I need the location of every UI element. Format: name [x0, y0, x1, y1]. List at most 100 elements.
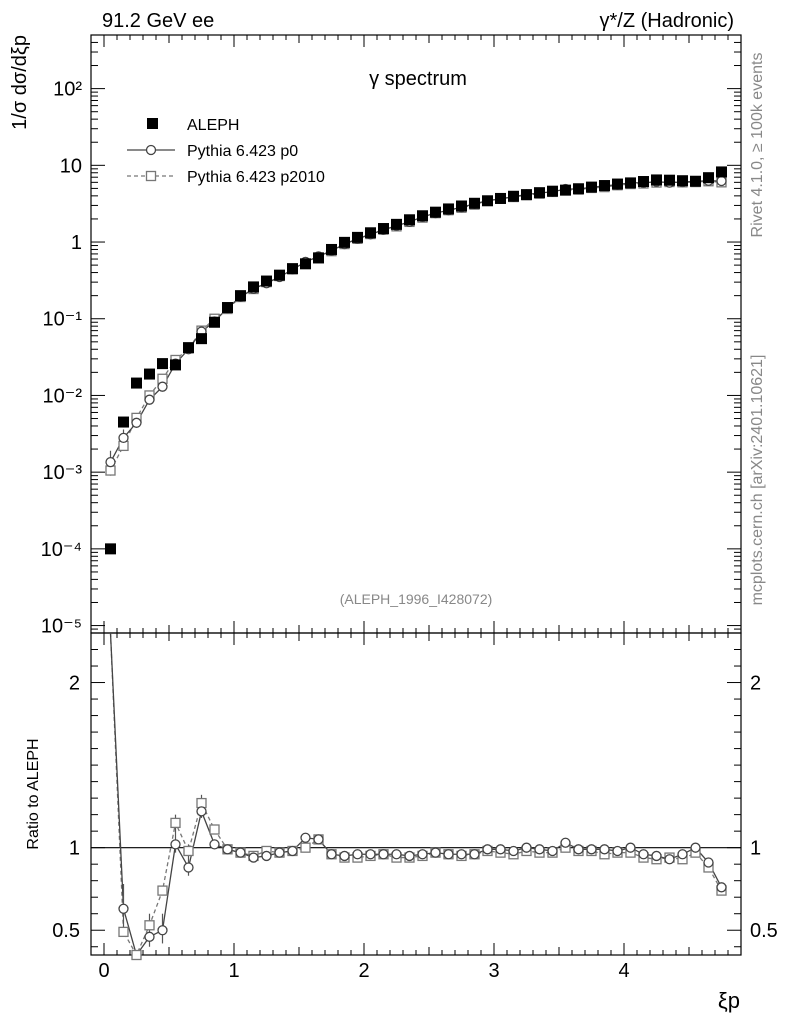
point-aleph [209, 316, 220, 328]
point-aleph [417, 210, 428, 222]
ratio-point-p0 [326, 849, 337, 860]
ratio-y-tick-label-right: 2 [750, 673, 761, 695]
ratio-point-p0 [391, 849, 402, 860]
ratio-plot-marks [91, 632, 741, 961]
ratio-y-axis-label: Ratio to ALEPH [25, 738, 42, 849]
ratio-point-p0 [144, 931, 155, 942]
ratio-line-p2010 [109, 632, 723, 957]
ratio-point-p0 [612, 845, 623, 857]
ratio-point-p0 [378, 849, 389, 860]
ratio-point-p2010 [118, 926, 129, 938]
point-aleph [391, 218, 402, 230]
ratio-point-p0 [573, 844, 584, 855]
ratio-line-p0 [109, 632, 723, 957]
point-p0 [716, 175, 727, 187]
mcplots-credit-label: mcplots.cern.ch [arXiv:2401.10621] [749, 355, 766, 606]
point-aleph [170, 359, 181, 371]
point-aleph [573, 183, 584, 195]
point-aleph [131, 377, 142, 389]
x-tick-label: 1 [228, 960, 239, 982]
point-aleph [183, 342, 194, 354]
x-axis-label: ξp [718, 988, 740, 1013]
point-aleph [469, 197, 480, 209]
ratio-point-p2010 [157, 885, 168, 896]
legend-label-aleph: ALEPH [187, 117, 239, 134]
point-p0 [157, 381, 168, 392]
ratio-point-p0 [274, 847, 285, 858]
point-aleph [664, 174, 675, 186]
point-aleph [248, 281, 259, 293]
point-aleph [274, 269, 285, 281]
process-label: γ*/Z (Hadronic) [600, 10, 734, 32]
point-aleph [638, 176, 649, 188]
ratio-point-p0 [430, 847, 441, 858]
point-aleph [651, 174, 662, 186]
point-aleph [612, 178, 623, 190]
point-aleph [560, 184, 571, 196]
x-tick-label: 3 [488, 960, 499, 982]
ratio-point-p0 [625, 842, 636, 853]
point-aleph [196, 333, 207, 345]
ratio-point-p2010 [170, 817, 181, 829]
ratio-point-p0 [482, 844, 493, 855]
ratio-point-p0 [118, 903, 129, 914]
point-aleph [703, 172, 714, 184]
ratio-point-p0 [716, 882, 727, 893]
y-tick-label: 10⁻³ [43, 462, 83, 484]
point-aleph [482, 195, 493, 207]
ratio-point-p0 [534, 844, 545, 855]
point-aleph [352, 231, 363, 243]
point-aleph [313, 252, 324, 264]
x-tick-label: 2 [358, 960, 369, 982]
ratio-point-p2010 [209, 824, 220, 835]
y-tick-label: 10⁻² [43, 385, 83, 407]
point-p0 [118, 432, 129, 444]
point-aleph [222, 302, 233, 314]
ratio-point-p0 [417, 849, 428, 860]
main-y-axis-label: 1/σ dσ/dξp [9, 35, 31, 130]
ratio-point-p0 [287, 845, 298, 857]
point-aleph [261, 275, 272, 287]
ratio-point-p0 [365, 849, 376, 860]
point-aleph [339, 236, 350, 248]
energy-label: 91.2 GeV ee [102, 10, 214, 32]
ratio-point-p0 [560, 837, 571, 848]
point-aleph [443, 203, 454, 215]
ratio-point-p0 [300, 832, 311, 843]
analysis-reference: (ALEPH_1996_I428072) [340, 591, 493, 607]
point-aleph [326, 243, 337, 255]
point-aleph [404, 214, 415, 226]
point-aleph [378, 223, 389, 235]
ratio-point-p0 [209, 839, 220, 850]
y-tick-label: 10⁻⁵ [41, 616, 82, 638]
ratio-point-p0 [196, 806, 207, 817]
point-aleph [677, 175, 688, 187]
point-aleph [521, 189, 532, 201]
ratio-point-p0 [651, 850, 662, 862]
ratio-y-tick-label: 1 [69, 838, 80, 860]
series-line-p0 [109, 180, 722, 463]
y-tick-label: 10² [53, 79, 82, 101]
ratio-point-p0 [456, 849, 467, 860]
y-tick-label: 10⁻¹ [43, 309, 83, 331]
legend-marker-aleph [147, 118, 158, 129]
point-aleph [456, 200, 467, 212]
axes-ticks: 0 1 2 3 4 10⁻⁵ 10⁻⁴ 10⁻³ 10⁻² 10⁻¹ 1 10 10² 0.5 0.5 1 1 2… [41, 34, 778, 982]
legend: ALEPH Pythia 6.423 p0 Pythia 6.423 p2010 [127, 117, 325, 186]
point-aleph [105, 543, 116, 555]
point-aleph [508, 190, 519, 202]
point-aleph [547, 185, 558, 197]
ratio-point-p0 [248, 852, 259, 863]
ratio-point-p0 [690, 842, 701, 853]
legend-marker-p2010 [145, 170, 157, 182]
point-aleph [586, 181, 597, 193]
ratio-y-tick-label-right: 1 [750, 838, 761, 860]
ratio-plot-frame [90, 632, 742, 956]
ratio-point-p0 [703, 857, 714, 868]
legend-marker-p0 [145, 144, 157, 156]
point-p0 [105, 457, 116, 468]
ratio-point-p2010 [144, 920, 155, 931]
ratio-point-p0 [352, 849, 363, 860]
ratio-y-tick-label: 2 [69, 673, 80, 695]
ratio-point-p2010 [183, 845, 194, 857]
